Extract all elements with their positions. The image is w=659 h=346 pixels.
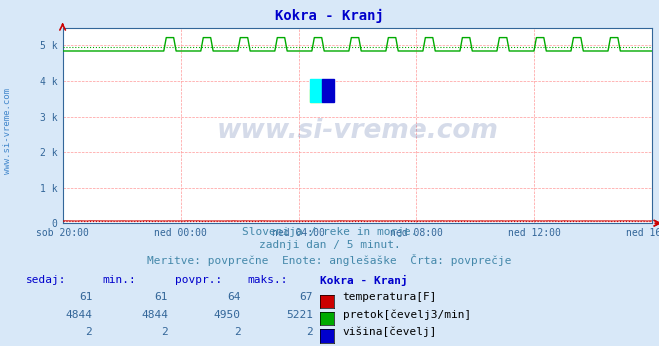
Text: min.:: min.: <box>102 275 136 285</box>
Text: Kokra - Kranj: Kokra - Kranj <box>320 275 407 286</box>
Text: 61: 61 <box>79 292 92 302</box>
Text: 4844: 4844 <box>65 310 92 320</box>
Text: 4950: 4950 <box>214 310 241 320</box>
Text: 2: 2 <box>306 327 313 337</box>
FancyBboxPatch shape <box>310 89 322 102</box>
Text: 4844: 4844 <box>141 310 168 320</box>
Text: Kokra - Kranj: Kokra - Kranj <box>275 9 384 23</box>
Text: 67: 67 <box>300 292 313 302</box>
Text: višina[čevelj]: višina[čevelj] <box>343 327 437 337</box>
Text: 2: 2 <box>234 327 241 337</box>
Text: sedaj:: sedaj: <box>26 275 67 285</box>
Text: 61: 61 <box>155 292 168 302</box>
FancyBboxPatch shape <box>310 79 322 102</box>
Text: www.si-vreme.com: www.si-vreme.com <box>217 118 498 144</box>
Text: 64: 64 <box>227 292 241 302</box>
Text: Slovenija / reke in morje.: Slovenija / reke in morje. <box>242 227 417 237</box>
Text: 2: 2 <box>161 327 168 337</box>
FancyBboxPatch shape <box>322 79 334 102</box>
Text: povpr.:: povpr.: <box>175 275 222 285</box>
Text: Meritve: povprečne  Enote: anglešaške  Črta: povprečje: Meritve: povprečne Enote: anglešaške Črt… <box>147 254 512 266</box>
Text: www.si-vreme.com: www.si-vreme.com <box>3 89 13 174</box>
Text: pretok[čevelj3/min]: pretok[čevelj3/min] <box>343 310 471 320</box>
Text: temperatura[F]: temperatura[F] <box>343 292 437 302</box>
Text: zadnji dan / 5 minut.: zadnji dan / 5 minut. <box>258 240 401 251</box>
Text: maks.:: maks.: <box>247 275 287 285</box>
Text: 2: 2 <box>86 327 92 337</box>
Text: 5221: 5221 <box>286 310 313 320</box>
